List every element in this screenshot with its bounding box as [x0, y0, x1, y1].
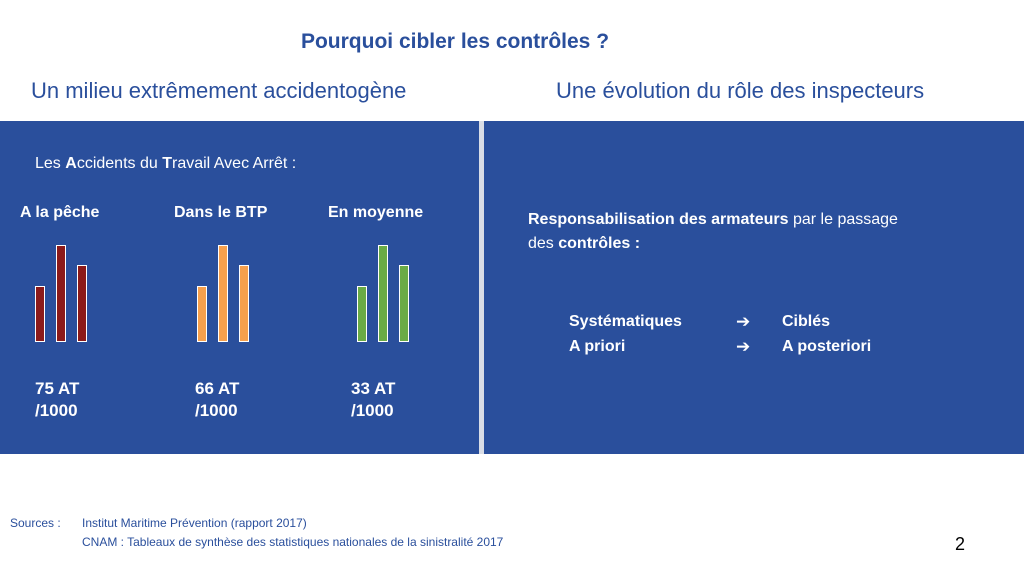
stat-moyenne: 33 AT /1000 [351, 379, 396, 420]
page-number: 2 [955, 534, 966, 554]
bars-peche [35, 240, 87, 342]
accidents-intro: Les Accidents du Travail Avec Arrêt : [35, 155, 297, 172]
bars-btp [197, 240, 249, 342]
accident-bar [35, 286, 45, 342]
sources-label: Sources : [10, 516, 61, 530]
category-peche: A la pêche [20, 204, 100, 221]
category-moyenne: En moyenne [328, 204, 424, 221]
accident-bar [357, 286, 367, 342]
stat-peche: 75 AT /1000 [35, 379, 80, 420]
change-from-2: A priori [569, 338, 626, 355]
responsibility-text: Responsabilisation des armateurs par le … [528, 211, 898, 252]
accident-bar [378, 245, 388, 342]
right-heading: Une évolution du rôle des inspecteurs [556, 78, 925, 103]
bars-moyenne [357, 240, 409, 342]
accident-bar [239, 265, 249, 342]
accident-bar [399, 265, 409, 342]
left-heading: Un milieu extrêmement accidentogène [31, 78, 407, 103]
accident-bar [218, 245, 228, 342]
source-line-2: CNAM : Tableaux de synthèse des statisti… [82, 535, 504, 549]
panel-divider [479, 121, 484, 454]
stat-btp: 66 AT /1000 [195, 379, 240, 420]
blue-panel [0, 121, 1024, 454]
arrow-right-icon: ➔ [736, 337, 751, 356]
accident-bar [56, 245, 66, 342]
change-to-2: A posteriori [782, 338, 872, 355]
accident-bar [197, 286, 207, 342]
source-line-1: Institut Maritime Prévention (rapport 20… [82, 516, 307, 530]
slide-title: Pourquoi cibler les contrôles ? [300, 30, 610, 53]
change-to-1: Ciblés [782, 313, 831, 330]
accident-bar [77, 265, 87, 342]
category-btp: Dans le BTP [174, 204, 268, 221]
change-from-1: Systématiques [569, 313, 682, 330]
arrow-right-icon: ➔ [736, 312, 751, 331]
